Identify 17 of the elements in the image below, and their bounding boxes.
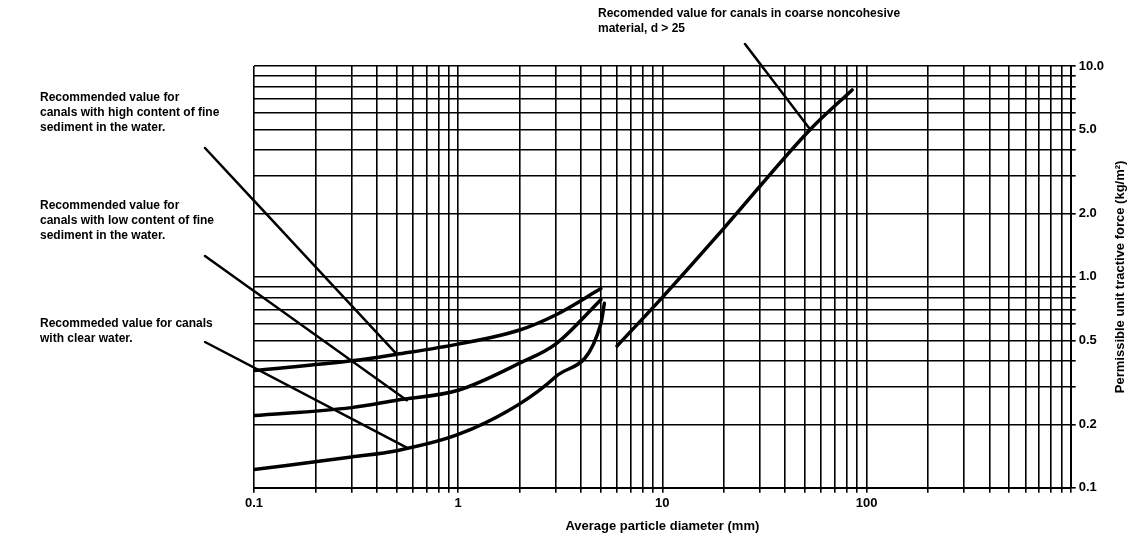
y-tick-label: 0.5 xyxy=(1078,331,1097,347)
x-tick-label: 1 xyxy=(454,495,462,511)
y-tick-label: 0.2 xyxy=(1078,415,1097,431)
annotation: Recommended value for canals with low content of fine sediment in the water. xyxy=(40,198,215,243)
annotation: Recommended value for canals with high content of fine sediment in the water. xyxy=(40,90,220,135)
y-tick-label: 2.0 xyxy=(1078,204,1097,220)
y-tick-label: 0.1 xyxy=(1078,479,1097,495)
y-tick-label: 10.0 xyxy=(1078,57,1105,73)
annotation: Recommeded value for canals with clear water. xyxy=(39,316,214,346)
x-tick-label: 0.1 xyxy=(244,495,264,511)
x-axis-title: Average particle diameter (mm) xyxy=(565,517,760,533)
y-tick-label: 5.0 xyxy=(1078,121,1097,137)
y-tick-label: 1.0 xyxy=(1078,268,1097,284)
y-axis-title: Permissible unit tractive force (kg/m²) xyxy=(1111,160,1127,394)
x-tick-label: 100 xyxy=(855,495,878,511)
x-tick-label: 10 xyxy=(655,495,670,511)
annotation: Recomended value for canals in coarse noncohesive material, d > 25 xyxy=(598,6,901,36)
